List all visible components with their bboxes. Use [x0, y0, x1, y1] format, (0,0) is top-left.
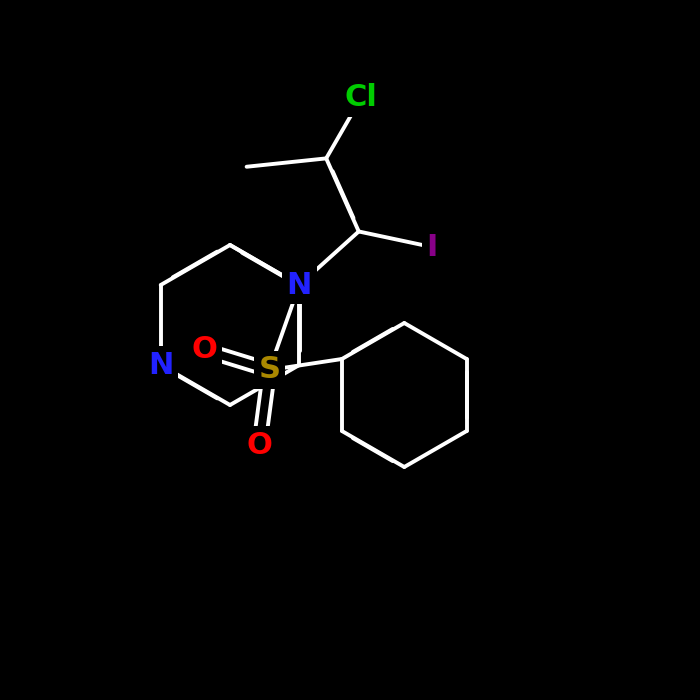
Text: Cl: Cl — [345, 83, 377, 112]
Text: N: N — [286, 270, 312, 300]
Text: O: O — [191, 335, 217, 365]
Text: S: S — [258, 356, 280, 384]
Text: O: O — [246, 430, 272, 459]
Text: N: N — [148, 351, 174, 379]
Text: I: I — [426, 232, 438, 262]
